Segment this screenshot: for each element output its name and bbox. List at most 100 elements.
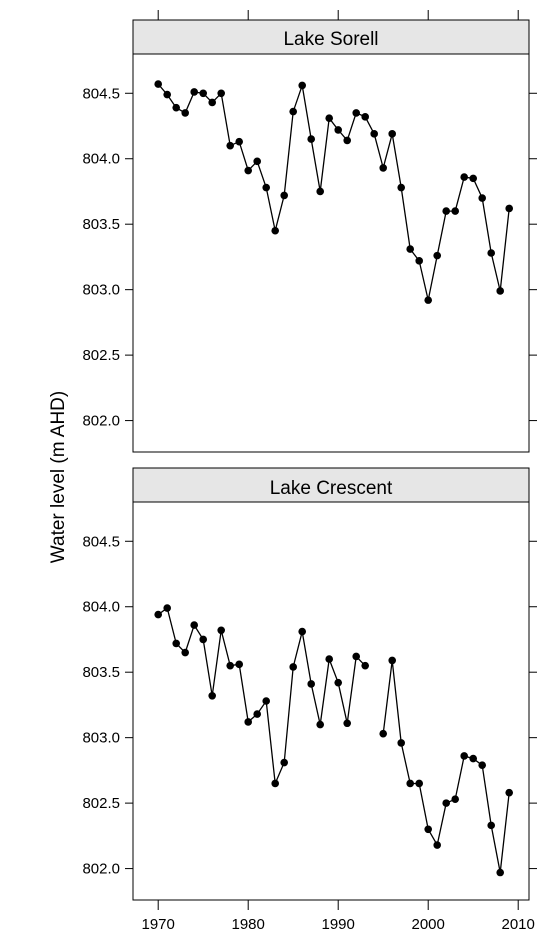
series-line-segment bbox=[382, 660, 510, 873]
data-point bbox=[388, 130, 397, 138]
data-point bbox=[496, 868, 505, 877]
y-tick-label: 802.5 bbox=[82, 795, 120, 812]
data-point bbox=[298, 627, 307, 636]
data-point bbox=[442, 799, 451, 807]
data-point bbox=[388, 656, 397, 665]
data-point bbox=[343, 719, 352, 728]
data-point bbox=[352, 109, 361, 117]
data-point bbox=[379, 729, 388, 738]
data-point bbox=[442, 207, 451, 215]
y-tick-label: 802.0 bbox=[82, 861, 120, 878]
data-point bbox=[154, 80, 162, 88]
y-axis-title: Water level (m AHD) bbox=[48, 391, 69, 563]
data-point bbox=[163, 604, 171, 612]
panel-strip-label: Lake Crescent bbox=[270, 478, 393, 499]
data-point bbox=[253, 157, 261, 166]
data-point bbox=[199, 89, 207, 98]
data-point bbox=[361, 661, 370, 670]
data-point bbox=[307, 680, 316, 688]
data-point bbox=[334, 678, 343, 687]
panel-frame bbox=[132, 53, 530, 453]
data-point bbox=[235, 137, 243, 146]
y-axis-left: 802.0 802.5 803.0 803.5 804.0 804.5 bbox=[82, 85, 133, 430]
data-point bbox=[271, 779, 280, 788]
y-axis-left: 802.0 802.5 803.0 803.5 804.0 804.5 bbox=[82, 533, 133, 878]
data-point bbox=[478, 194, 487, 202]
y-axis-right-ticks bbox=[529, 540, 537, 870]
data-point bbox=[190, 621, 198, 629]
panel-lake-sorell: Lake Sorell 802.0 802.5 803.0 803.5 804.0 804… bbox=[82, 19, 537, 453]
x-axis-bottom: 1970 1980 1990 2000 2010 bbox=[142, 900, 535, 933]
panel-lake-crescent: Lake Crescent 802.0802.5803.0803.5804.08… bbox=[82, 467, 537, 901]
data-point bbox=[271, 226, 280, 235]
data-point bbox=[487, 249, 496, 257]
panel-strip bbox=[132, 467, 530, 503]
x-tick-label: 1980 bbox=[232, 916, 265, 933]
data-point bbox=[424, 825, 433, 834]
data-point bbox=[217, 89, 225, 98]
data-point bbox=[190, 88, 198, 96]
data-point bbox=[325, 114, 334, 122]
data-point bbox=[406, 245, 415, 253]
x-tick-label: 2010 bbox=[502, 916, 535, 933]
data-point bbox=[469, 754, 478, 763]
data-point bbox=[334, 126, 343, 134]
data-point bbox=[289, 663, 298, 671]
data-point bbox=[397, 183, 406, 192]
y-tick-label: 803.5 bbox=[82, 664, 120, 681]
data-point bbox=[433, 841, 442, 849]
y-tick-label: 803.0 bbox=[82, 730, 120, 747]
data-point bbox=[217, 626, 225, 635]
y-tick-label: 804.0 bbox=[82, 599, 120, 616]
data-point bbox=[280, 191, 289, 200]
y-axis-right-ticks bbox=[529, 92, 537, 422]
data-point bbox=[487, 821, 496, 830]
data-point bbox=[460, 752, 469, 760]
data-point bbox=[460, 173, 469, 181]
data-point bbox=[424, 296, 433, 304]
data-point bbox=[316, 187, 325, 196]
data-point bbox=[451, 207, 460, 215]
series-points bbox=[154, 80, 513, 304]
data-point bbox=[397, 739, 406, 747]
series-line bbox=[157, 83, 510, 301]
data-point bbox=[316, 720, 325, 729]
data-point bbox=[244, 166, 252, 175]
y-tick-label: 803.0 bbox=[82, 282, 120, 299]
data-point bbox=[253, 710, 261, 718]
data-point bbox=[262, 183, 271, 192]
data-point bbox=[235, 660, 243, 669]
data-point bbox=[451, 795, 460, 803]
data-point bbox=[469, 174, 478, 183]
data-point bbox=[361, 113, 370, 121]
top-tick-marks bbox=[157, 10, 519, 20]
y-tick-label: 802.0 bbox=[82, 413, 120, 430]
y-tick-label: 802.5 bbox=[82, 347, 120, 364]
data-point bbox=[226, 661, 234, 670]
panel-strip-label: Lake Sorell bbox=[283, 29, 378, 50]
data-point bbox=[163, 90, 171, 99]
series-line-segment bbox=[157, 606, 366, 787]
data-point bbox=[226, 141, 234, 150]
data-point bbox=[181, 109, 189, 117]
data-point bbox=[343, 136, 352, 145]
data-point bbox=[154, 610, 162, 619]
data-point bbox=[433, 251, 442, 260]
data-point bbox=[505, 204, 513, 213]
data-point bbox=[370, 130, 379, 138]
data-point bbox=[172, 103, 180, 112]
series-line bbox=[157, 606, 510, 873]
data-point bbox=[298, 81, 307, 90]
data-point bbox=[181, 648, 189, 657]
series-line-segment bbox=[157, 83, 510, 301]
data-point bbox=[199, 635, 207, 644]
data-point bbox=[505, 788, 513, 797]
data-point bbox=[496, 287, 505, 295]
data-point bbox=[307, 135, 316, 143]
data-point bbox=[352, 652, 361, 661]
data-point bbox=[478, 761, 487, 769]
y-tick-label: 804.5 bbox=[82, 533, 120, 550]
data-point bbox=[406, 779, 415, 788]
x-tick-label: 1990 bbox=[322, 916, 355, 933]
